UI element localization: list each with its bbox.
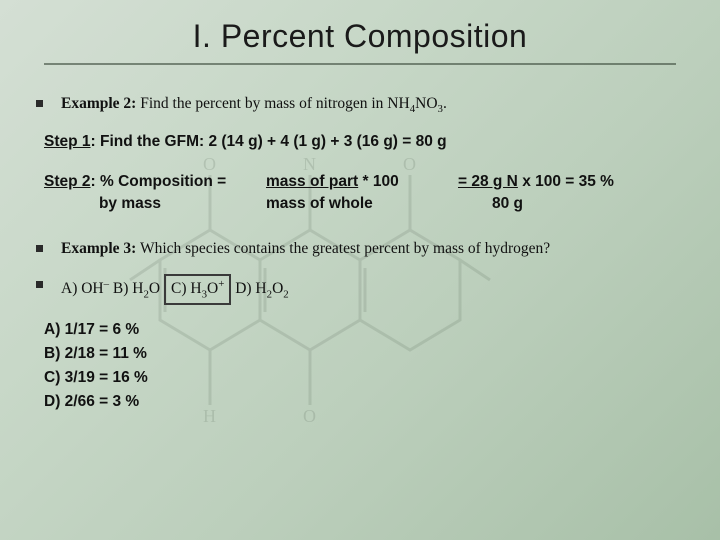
step2-label: Step 2: % Composition = by mass	[44, 171, 244, 214]
slide-content: I. Percent Composition Example 2: Find t…	[0, 0, 720, 434]
step2-result: = 28 g N x 100 = 35 % 80 g	[458, 171, 692, 214]
calc-d: D) 2/66 = 3 %	[44, 391, 692, 413]
boxed-answer: C) H3O+	[164, 274, 231, 305]
choices-text: A) OH– B) H2O C) H3O+ D) H2O2	[61, 274, 289, 305]
divider	[44, 63, 676, 65]
step2: Step 2: % Composition = by mass mass of …	[44, 171, 692, 214]
example3-row: Example 3: Which species contains the gr…	[28, 238, 692, 260]
calculation-list: A) 1/17 = 6 % B) 2/18 = 11 % C) 3/19 = 1…	[44, 319, 692, 412]
step1: Step 1: Find the GFM: 2 (14 g) + 4 (1 g)…	[44, 131, 692, 153]
calc-a: A) 1/17 = 6 %	[44, 319, 692, 341]
bullet-icon	[36, 100, 43, 107]
bullet-icon	[36, 245, 43, 252]
calc-b: B) 2/18 = 11 %	[44, 343, 692, 365]
step2-formula: mass of part * 100 mass of whole	[266, 171, 436, 214]
calc-c: C) 3/19 = 16 %	[44, 367, 692, 389]
example2-row: Example 2: Find the percent by mass of n…	[28, 93, 692, 117]
bullet-icon	[36, 281, 43, 288]
example2-text: Example 2: Find the percent by mass of n…	[61, 93, 447, 117]
page-title: I. Percent Composition	[28, 18, 692, 55]
choices-row: A) OH– B) H2O C) H3O+ D) H2O2	[28, 274, 692, 305]
example3-text: Example 3: Which species contains the gr…	[61, 238, 550, 260]
